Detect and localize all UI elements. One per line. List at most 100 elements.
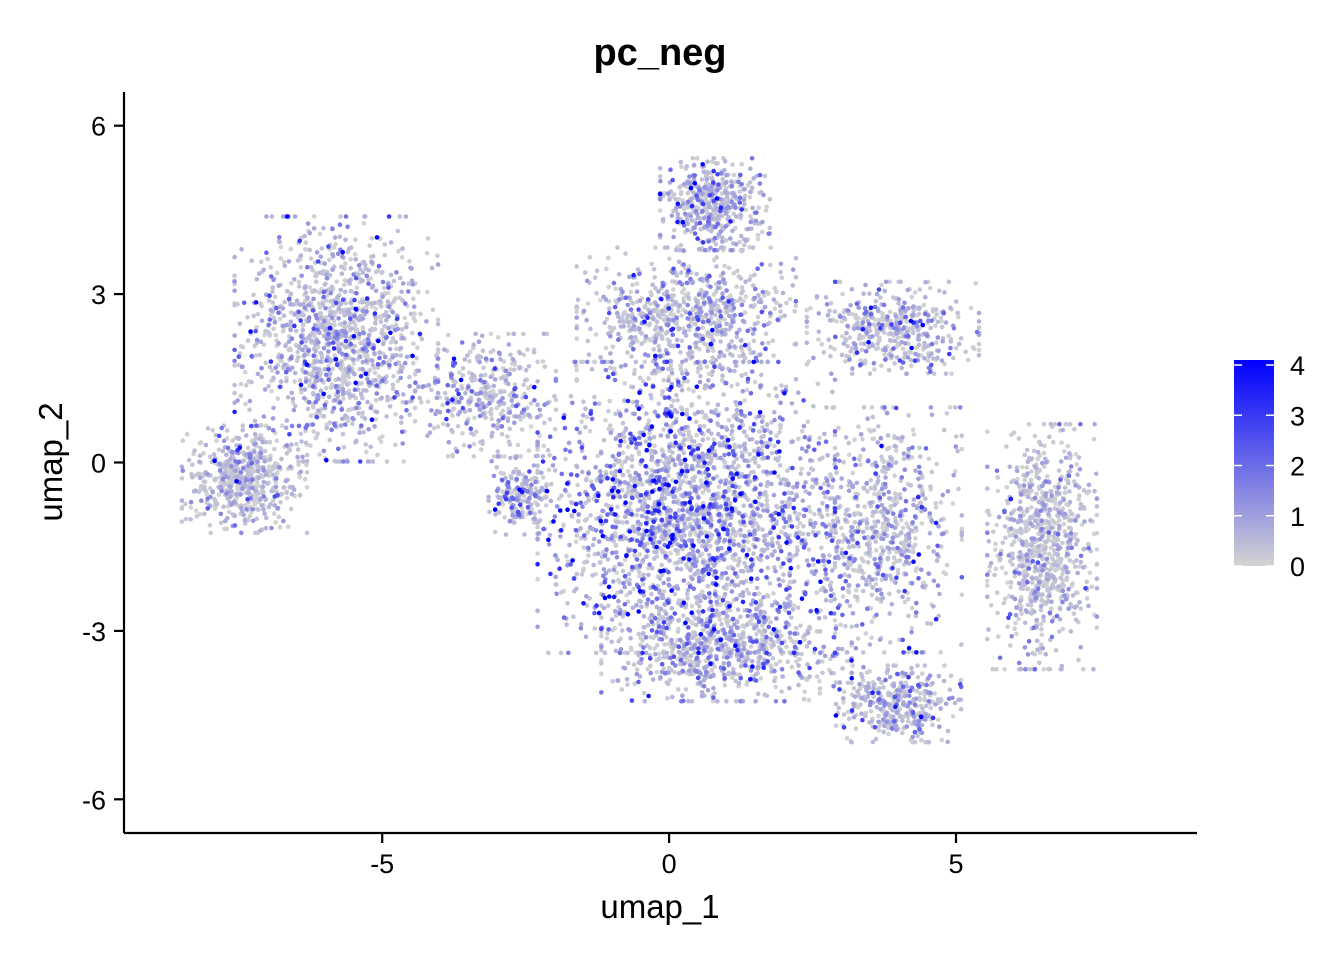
scatter-point: [440, 402, 445, 408]
scatter-point: [1053, 648, 1059, 653]
scatter-point: [407, 258, 412, 264]
scatter-point: [595, 453, 600, 459]
scatter-point: [739, 290, 744, 296]
scatter-point: [917, 445, 922, 451]
scatter-point: [724, 620, 730, 625]
scatter-point: [576, 518, 581, 524]
scatter-point: [855, 503, 861, 509]
scatter-point: [910, 545, 916, 550]
scatter-point: [588, 479, 594, 484]
scatter-point: [1087, 570, 1093, 576]
scatter-point: [536, 520, 541, 525]
scatter-point: [741, 298, 746, 304]
scatter-point: [361, 429, 367, 435]
scatter-point: [934, 307, 939, 312]
scatter-point: [691, 475, 696, 481]
scatter-point: [795, 605, 801, 610]
scatter-point: [664, 680, 670, 685]
scatter-point: [558, 650, 564, 656]
scatter-point: [226, 509, 232, 515]
scatter-point: [915, 327, 921, 333]
scatter-point: [586, 498, 591, 503]
scatter-point: [449, 427, 454, 433]
scatter-point: [886, 367, 892, 373]
scatter-point: [414, 356, 419, 361]
scatter-point: [927, 285, 933, 291]
scatter-point: [943, 371, 949, 377]
scatter-point: [1023, 528, 1029, 534]
scatter-point: [583, 406, 588, 412]
scatter-point: [934, 312, 939, 317]
scatter-point: [232, 302, 237, 308]
scatter-point: [567, 493, 572, 498]
scatter-point: [1037, 650, 1043, 655]
scatter-point: [579, 572, 585, 577]
scatter-point: [367, 243, 372, 248]
scatter-point: [956, 314, 961, 320]
scatter-point: [662, 460, 668, 466]
scatter-point: [830, 405, 836, 411]
scatter-point: [435, 321, 441, 327]
scatter-point: [748, 644, 754, 649]
scatter-point: [928, 484, 933, 489]
scatter-point: [904, 684, 910, 689]
scatter-point: [869, 635, 874, 640]
scatter-point: [625, 650, 630, 656]
scatter-point: [1057, 518, 1062, 523]
scatter-point: [777, 659, 783, 664]
scatter-point: [648, 663, 653, 669]
scatter-point: [843, 623, 848, 629]
scatter-point: [255, 463, 260, 469]
scatter-point: [1041, 583, 1046, 589]
scatter-point: [881, 729, 886, 735]
scatter-point: [859, 674, 865, 680]
scatter-point: [604, 502, 609, 508]
scatter-point: [583, 424, 588, 430]
scatter-point: [827, 583, 833, 588]
scatter-point: [779, 275, 785, 281]
scatter-point: [387, 404, 393, 409]
scatter-point: [540, 475, 546, 480]
scatter-point: [379, 270, 385, 276]
scatter-point: [882, 352, 887, 357]
scatter-point: [755, 691, 761, 697]
scatter-point: [887, 573, 893, 578]
scatter-point: [849, 371, 855, 377]
scatter-point: [543, 503, 549, 508]
scatter-point: [563, 456, 568, 462]
scatter-point: [804, 330, 810, 336]
scatter-point: [308, 443, 313, 449]
scatter-point: [668, 312, 673, 317]
scatter-point: [564, 554, 569, 559]
scatter-point: [634, 512, 640, 518]
scatter-point: [311, 288, 317, 293]
scatter-point: [791, 603, 797, 608]
scatter-point: [769, 451, 775, 456]
scatter-point: [840, 594, 846, 599]
scatter-point: [377, 314, 383, 320]
scatter-point: [935, 717, 941, 723]
scatter-point: [728, 351, 733, 357]
scatter-point: [717, 617, 723, 623]
scatter-point: [756, 464, 761, 469]
scatter-point: [334, 279, 339, 284]
scatter-point: [327, 257, 332, 263]
scatter-point: [1008, 584, 1013, 590]
scatter-point: [729, 339, 735, 344]
scatter-point: [616, 519, 622, 525]
scatter-point: [382, 285, 387, 291]
scatter-point: [846, 440, 852, 446]
scatter-point: [710, 348, 716, 354]
scatter-point: [685, 596, 690, 601]
scatter-point: [891, 555, 897, 560]
scatter-point: [273, 333, 279, 338]
scatter-point: [847, 603, 853, 609]
scatter-point: [902, 599, 908, 605]
scatter-point: [872, 491, 878, 497]
scatter-point: [793, 274, 799, 280]
scatter-point: [1014, 631, 1019, 637]
scatter-point: [554, 582, 559, 587]
scatter-point: [892, 361, 897, 366]
scatter-point: [718, 339, 723, 344]
scatter-point: [985, 486, 990, 491]
